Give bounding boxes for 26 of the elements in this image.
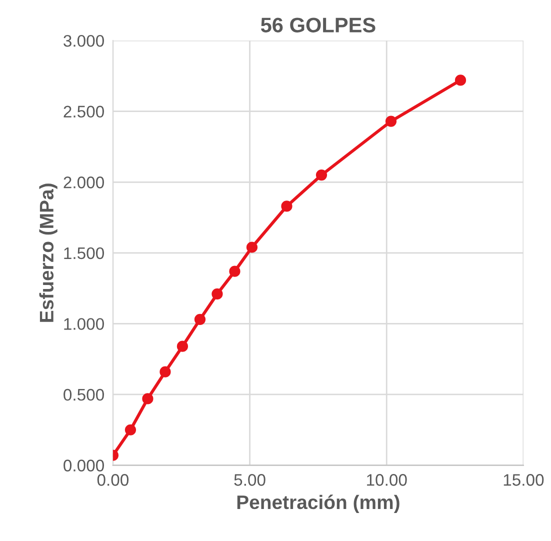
point [160, 366, 171, 378]
y-tick-label: 2.500 [64, 106, 104, 118]
y-tick-label: 0.500 [64, 388, 104, 401]
point [194, 314, 206, 326]
point [246, 242, 258, 253]
y-tick-label: 3.000 [64, 34, 104, 47]
x-tick-label: 5.00 [234, 474, 266, 486]
y-tick-label: 0.000 [64, 460, 104, 472]
point [212, 288, 223, 300]
y-tick-label: 2.000 [64, 176, 104, 188]
x-axis-title: Penetración (mm) [237, 494, 400, 513]
x-tick-label: 0.00 [97, 474, 129, 486]
point [454, 74, 466, 86]
chart-title: 56 GOLPES [260, 18, 376, 32]
y-tick-label: 1.000 [64, 318, 104, 330]
x-tick-label: 15.00 [504, 474, 544, 486]
point [281, 200, 292, 212]
point [142, 393, 154, 404]
point [176, 340, 188, 352]
y-tick-label: 1.500 [64, 247, 104, 260]
point [229, 266, 240, 277]
point [385, 116, 397, 127]
point [316, 170, 328, 181]
point [124, 424, 136, 436]
x-tick-label: 10.00 [367, 474, 407, 486]
y-axis-title: Esfuerzo (MPa) [39, 184, 58, 322]
